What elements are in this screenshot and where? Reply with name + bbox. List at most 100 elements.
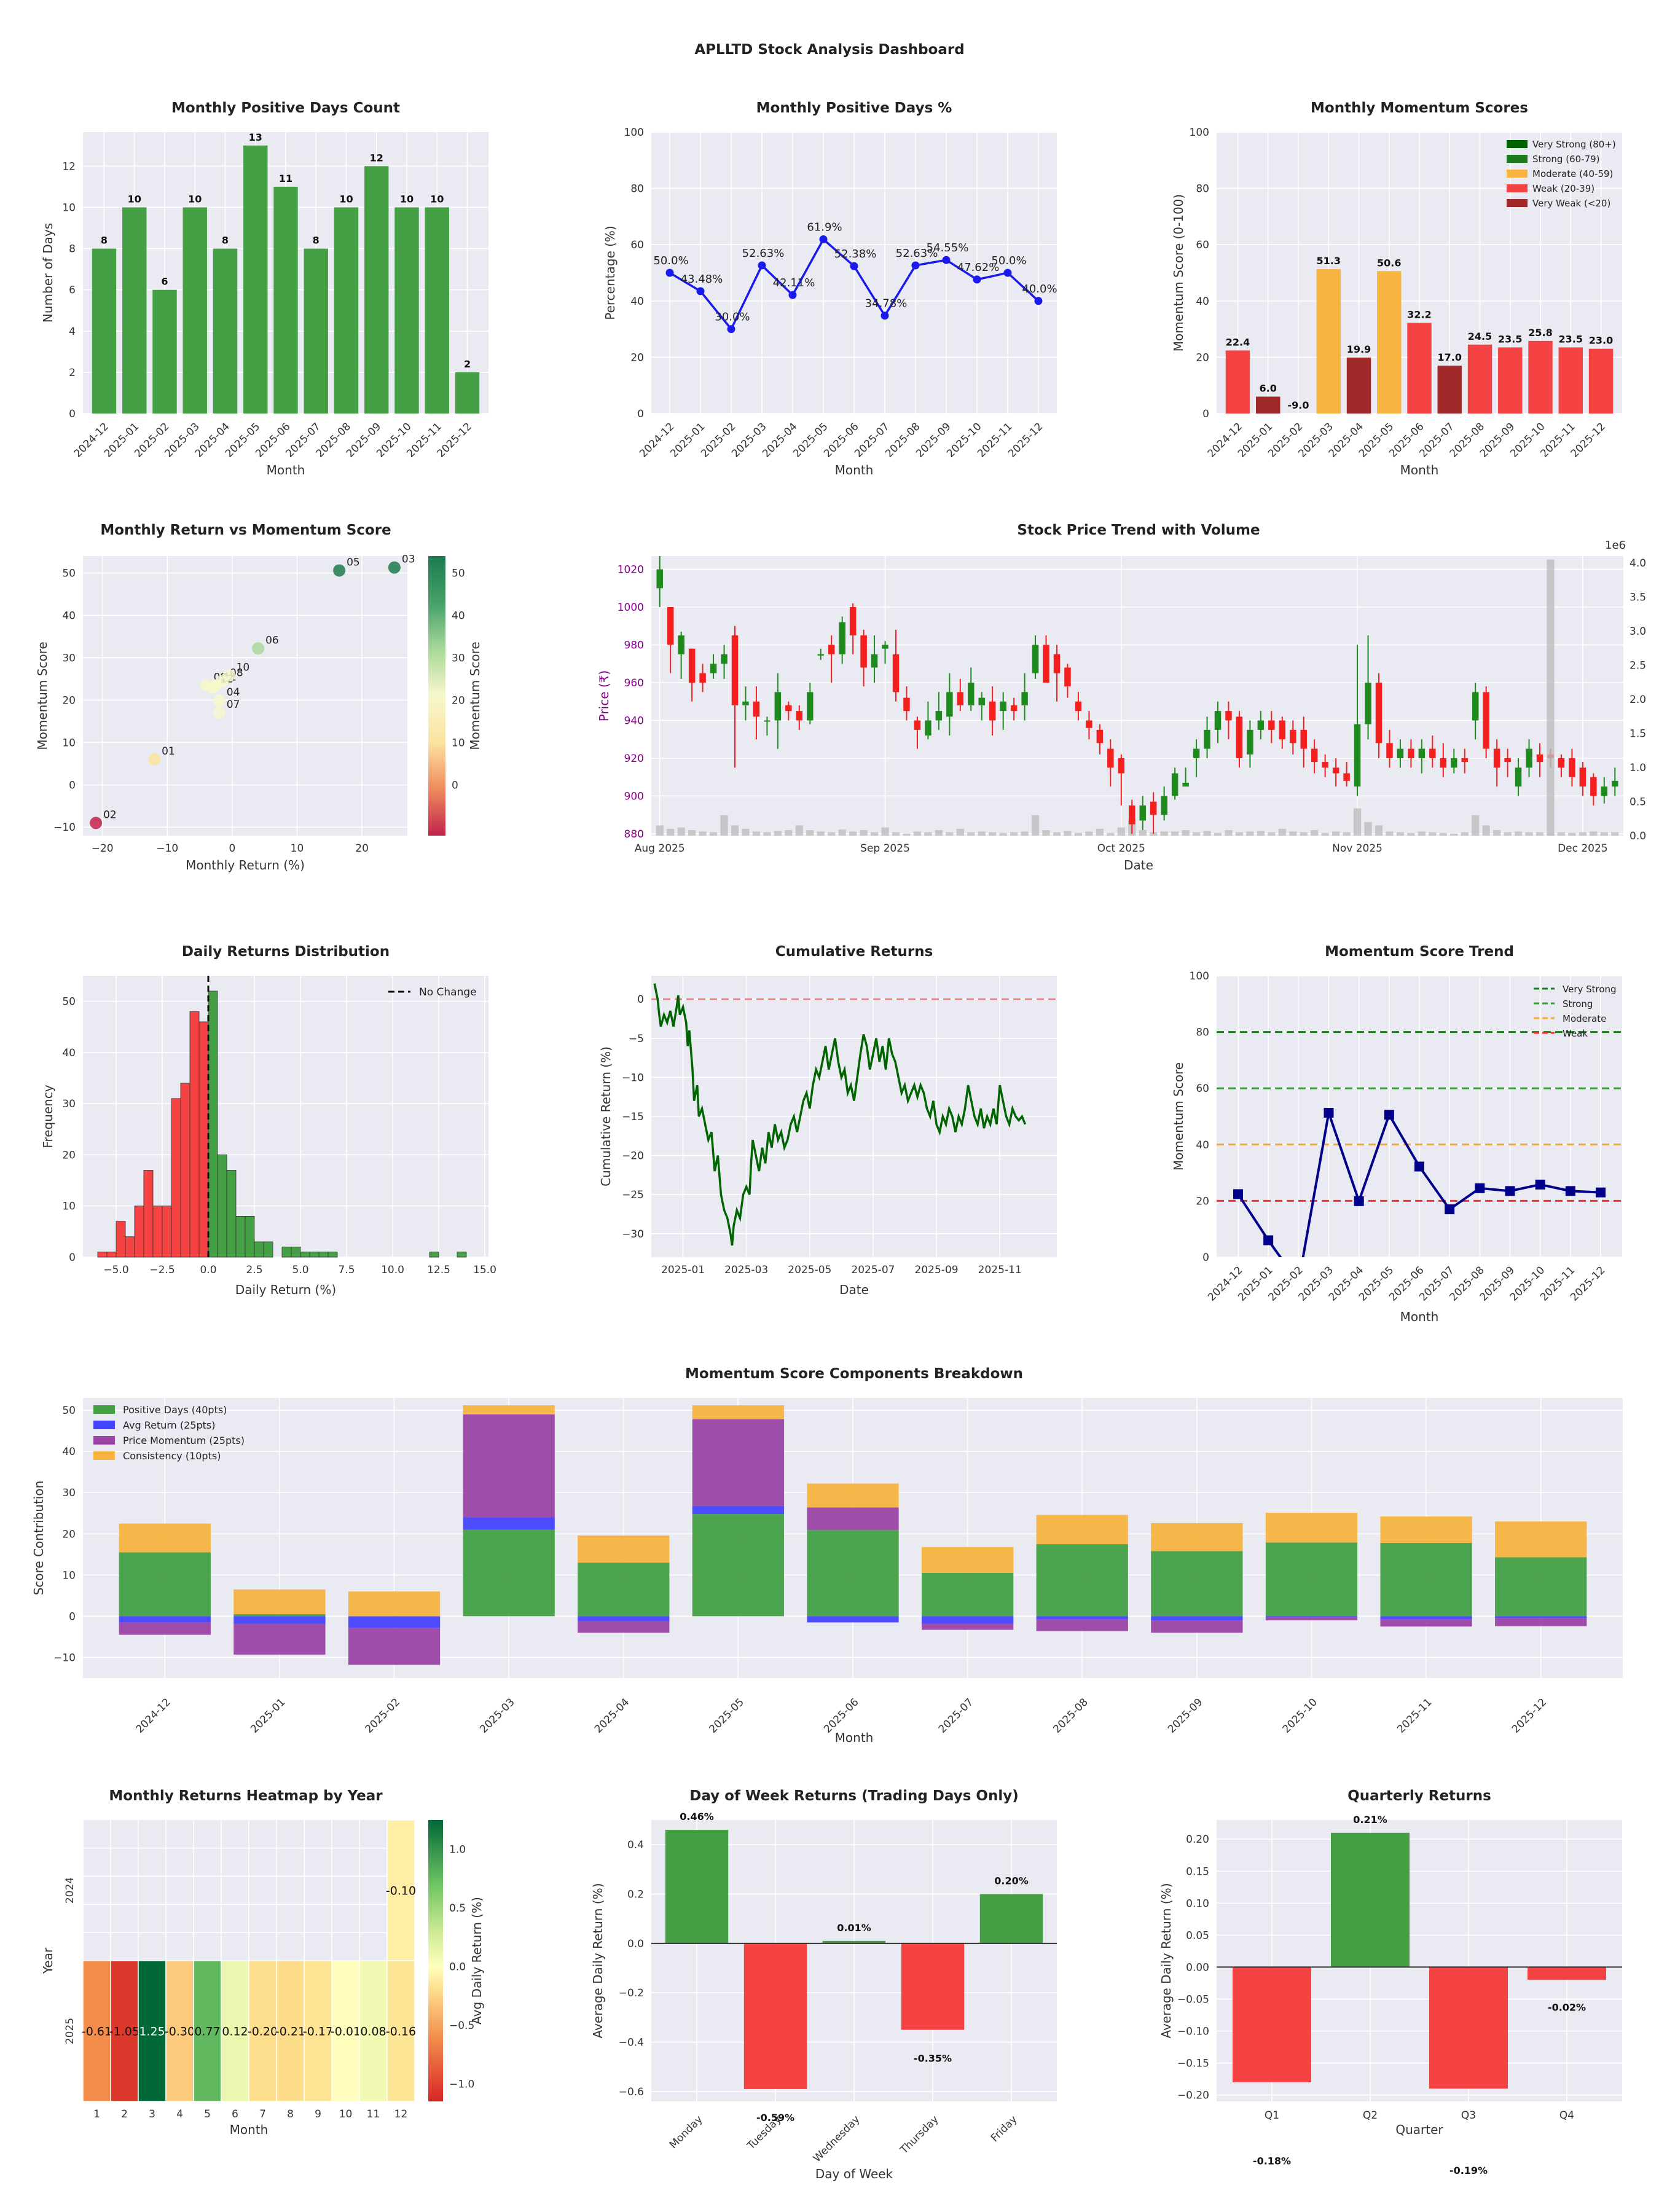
data-marker bbox=[1535, 1179, 1545, 1190]
y-tick-label: 2024 bbox=[64, 1877, 76, 1904]
data-marker bbox=[1565, 1186, 1575, 1196]
point-label: 03 bbox=[402, 554, 415, 566]
candle-body bbox=[1257, 720, 1265, 730]
legend-swatch bbox=[93, 1436, 115, 1445]
data-label: 61.9% bbox=[807, 221, 842, 233]
volume-bar bbox=[1568, 833, 1576, 836]
y-tick-label: 40 bbox=[62, 1446, 76, 1458]
stacked-segment bbox=[1265, 1513, 1358, 1543]
candle-body bbox=[1204, 729, 1210, 749]
chart-title: Stock Price Trend with Volume bbox=[1017, 522, 1260, 538]
data-point bbox=[880, 312, 889, 320]
candle-body bbox=[1150, 801, 1157, 815]
y-tick-label: 30 bbox=[62, 1487, 76, 1499]
candle-body bbox=[1601, 786, 1608, 796]
colorbar-tick: 30 bbox=[452, 652, 465, 664]
data-label: 52.38% bbox=[834, 248, 877, 261]
candle-body bbox=[1612, 780, 1618, 787]
y-tick-label: 0.05 bbox=[1186, 1929, 1209, 1942]
stacked-segment bbox=[1380, 1543, 1472, 1617]
candle-body bbox=[1579, 767, 1586, 787]
y-tick-label: 10 bbox=[62, 1201, 76, 1213]
x-tick-label: 2025-03 bbox=[724, 1264, 768, 1276]
bar bbox=[92, 248, 117, 414]
volume-bar bbox=[1364, 822, 1372, 836]
volume-bar bbox=[1450, 833, 1458, 836]
stacked-segment bbox=[463, 1414, 555, 1518]
y2-tick-label: 4.0 bbox=[1630, 557, 1646, 570]
stacked-segment bbox=[463, 1405, 555, 1414]
x-tick-label: 8 bbox=[287, 2108, 294, 2120]
candle-body bbox=[1429, 748, 1436, 758]
x-tick-label: 7 bbox=[259, 2108, 266, 2120]
bar bbox=[1437, 366, 1462, 414]
x-tick-label: 12 bbox=[394, 2108, 408, 2120]
cumulative-line bbox=[653, 983, 1027, 1246]
y2-tick-label: 2.5 bbox=[1630, 660, 1646, 672]
data-point bbox=[850, 262, 858, 270]
histogram-bar bbox=[457, 1252, 467, 1258]
y-tick-label: 20 bbox=[1196, 351, 1209, 364]
candle-body bbox=[753, 701, 760, 717]
cell-label: -0.30 bbox=[165, 2025, 195, 2039]
colorbar-tick: 40 bbox=[452, 610, 465, 622]
volume-bar bbox=[913, 831, 922, 836]
bar bbox=[1429, 1967, 1508, 2089]
heatmap-cell bbox=[138, 1960, 167, 2102]
volume-bar bbox=[1010, 832, 1018, 836]
candle-body bbox=[1440, 758, 1447, 768]
heatmap-cell bbox=[276, 1960, 305, 2102]
data-label: 10 bbox=[188, 193, 202, 205]
y-tick-label: 940 bbox=[624, 715, 644, 727]
data-label: 12 bbox=[370, 152, 383, 163]
candle-body bbox=[1075, 701, 1082, 712]
stacked-segment bbox=[1495, 1557, 1587, 1617]
legend-label: Strong (60-79) bbox=[1532, 154, 1600, 165]
legend-label: Price Momentum (25pts) bbox=[123, 1435, 245, 1446]
data-label: 8 bbox=[313, 235, 320, 246]
y-tick-label: 30 bbox=[62, 652, 76, 664]
x-tick-label: Q4 bbox=[1559, 2109, 1574, 2122]
histogram-bar bbox=[291, 1246, 301, 1258]
y-tick-label: 0 bbox=[69, 408, 76, 420]
volume-bar bbox=[742, 828, 750, 836]
data-label: -0.59% bbox=[756, 2112, 794, 2124]
y-tick-label: 20 bbox=[1196, 1195, 1209, 1207]
y-tick-label: 40 bbox=[630, 296, 644, 308]
data-point bbox=[819, 235, 828, 243]
data-label: 6.0 bbox=[1260, 383, 1277, 394]
candle-body bbox=[1451, 758, 1457, 768]
histogram-bar bbox=[226, 1170, 237, 1258]
stacked-segment bbox=[119, 1552, 211, 1617]
data-label: 47.62% bbox=[957, 261, 1000, 274]
y-tick-label: 60 bbox=[1196, 1083, 1209, 1095]
volume-bar bbox=[828, 832, 836, 836]
x-tick-label: 15.0 bbox=[473, 1264, 496, 1276]
y-tick-label: −10 bbox=[53, 1652, 76, 1664]
y-tick-label: 40 bbox=[62, 1047, 76, 1059]
x-axis-label: Month bbox=[835, 463, 874, 477]
y-tick-label: 0.00 bbox=[1186, 1961, 1209, 1974]
stacked-segment bbox=[921, 1573, 1014, 1617]
candle-body bbox=[1129, 805, 1135, 825]
candle-body bbox=[1483, 692, 1489, 749]
volume-bar bbox=[667, 828, 675, 836]
candle-body bbox=[1322, 762, 1328, 768]
legend-swatch bbox=[93, 1451, 115, 1460]
volume-bar bbox=[1579, 832, 1586, 836]
candle-body bbox=[1461, 758, 1468, 763]
volume-bar bbox=[795, 825, 803, 836]
volume-bar bbox=[1203, 831, 1211, 836]
volume-bar bbox=[656, 825, 664, 836]
candle-body bbox=[1053, 654, 1061, 673]
candle-body bbox=[1300, 729, 1307, 749]
volume-bar bbox=[720, 815, 728, 836]
stacked-segment bbox=[578, 1535, 670, 1563]
stacked-segment bbox=[233, 1589, 326, 1615]
data-marker bbox=[1445, 1204, 1455, 1215]
scatter-point bbox=[222, 669, 235, 682]
y-tick-label: 0.4 bbox=[627, 1839, 644, 1851]
volume-bar bbox=[1611, 832, 1619, 836]
volume-bar bbox=[688, 830, 696, 836]
